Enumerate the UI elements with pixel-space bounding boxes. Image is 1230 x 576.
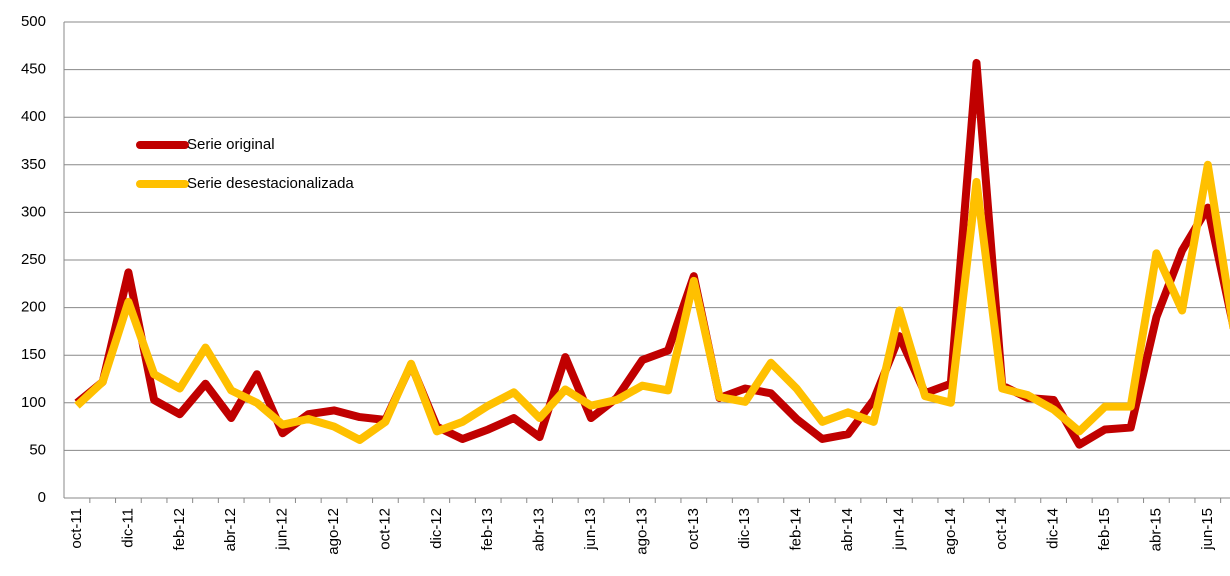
- x-tick-label: feb-12: [171, 508, 188, 551]
- x-tick-label: jun-14: [890, 508, 907, 551]
- y-tick-label: 400: [21, 108, 46, 125]
- y-tick-label: 150: [21, 346, 46, 363]
- x-tick-label: jun-15: [1199, 508, 1216, 551]
- y-tick-label: 450: [21, 61, 46, 78]
- x-tick-label: oct-11: [68, 508, 85, 549]
- x-tick-label: ago-13: [633, 508, 650, 555]
- x-tick-label: feb-15: [1096, 508, 1113, 551]
- x-tick-label: oct-13: [685, 508, 702, 550]
- x-tick-label: oct-14: [993, 508, 1010, 550]
- y-tick-label: 100: [21, 394, 46, 411]
- y-tick-label: 200: [21, 299, 46, 316]
- legend-label: Serie original: [187, 136, 275, 153]
- x-tick-label: oct-12: [376, 508, 393, 550]
- x-tick-label: feb-14: [788, 508, 805, 551]
- y-tick-label: 500: [21, 13, 46, 30]
- series-line: [74, 160, 1230, 444]
- x-tick-label: dic-14: [1045, 508, 1062, 549]
- x-tick-label: feb-13: [479, 508, 496, 551]
- y-tick-label: 50: [29, 441, 46, 458]
- x-tick-label: ago-12: [325, 508, 342, 555]
- x-tick-label: dic-11: [119, 508, 136, 548]
- x-tick-label: ago-14: [942, 508, 959, 555]
- x-tick-label: abr-12: [222, 508, 239, 551]
- y-tick-label: 350: [21, 156, 46, 173]
- x-tick-label: jun-13: [582, 508, 599, 551]
- x-tick-label: abr-15: [1147, 508, 1164, 551]
- x-tick-label: abr-14: [839, 508, 856, 551]
- x-tick-label: dic-13: [736, 508, 753, 549]
- y-tick-label: 300: [21, 203, 46, 220]
- y-tick-label: 250: [21, 251, 46, 268]
- x-tick-label: jun-12: [274, 508, 291, 551]
- y-tick-label: 0: [38, 489, 46, 506]
- legend-label: Serie desestacionalizada: [187, 175, 354, 192]
- x-tick-label: dic-12: [428, 508, 445, 549]
- x-tick-label: abr-13: [531, 508, 548, 551]
